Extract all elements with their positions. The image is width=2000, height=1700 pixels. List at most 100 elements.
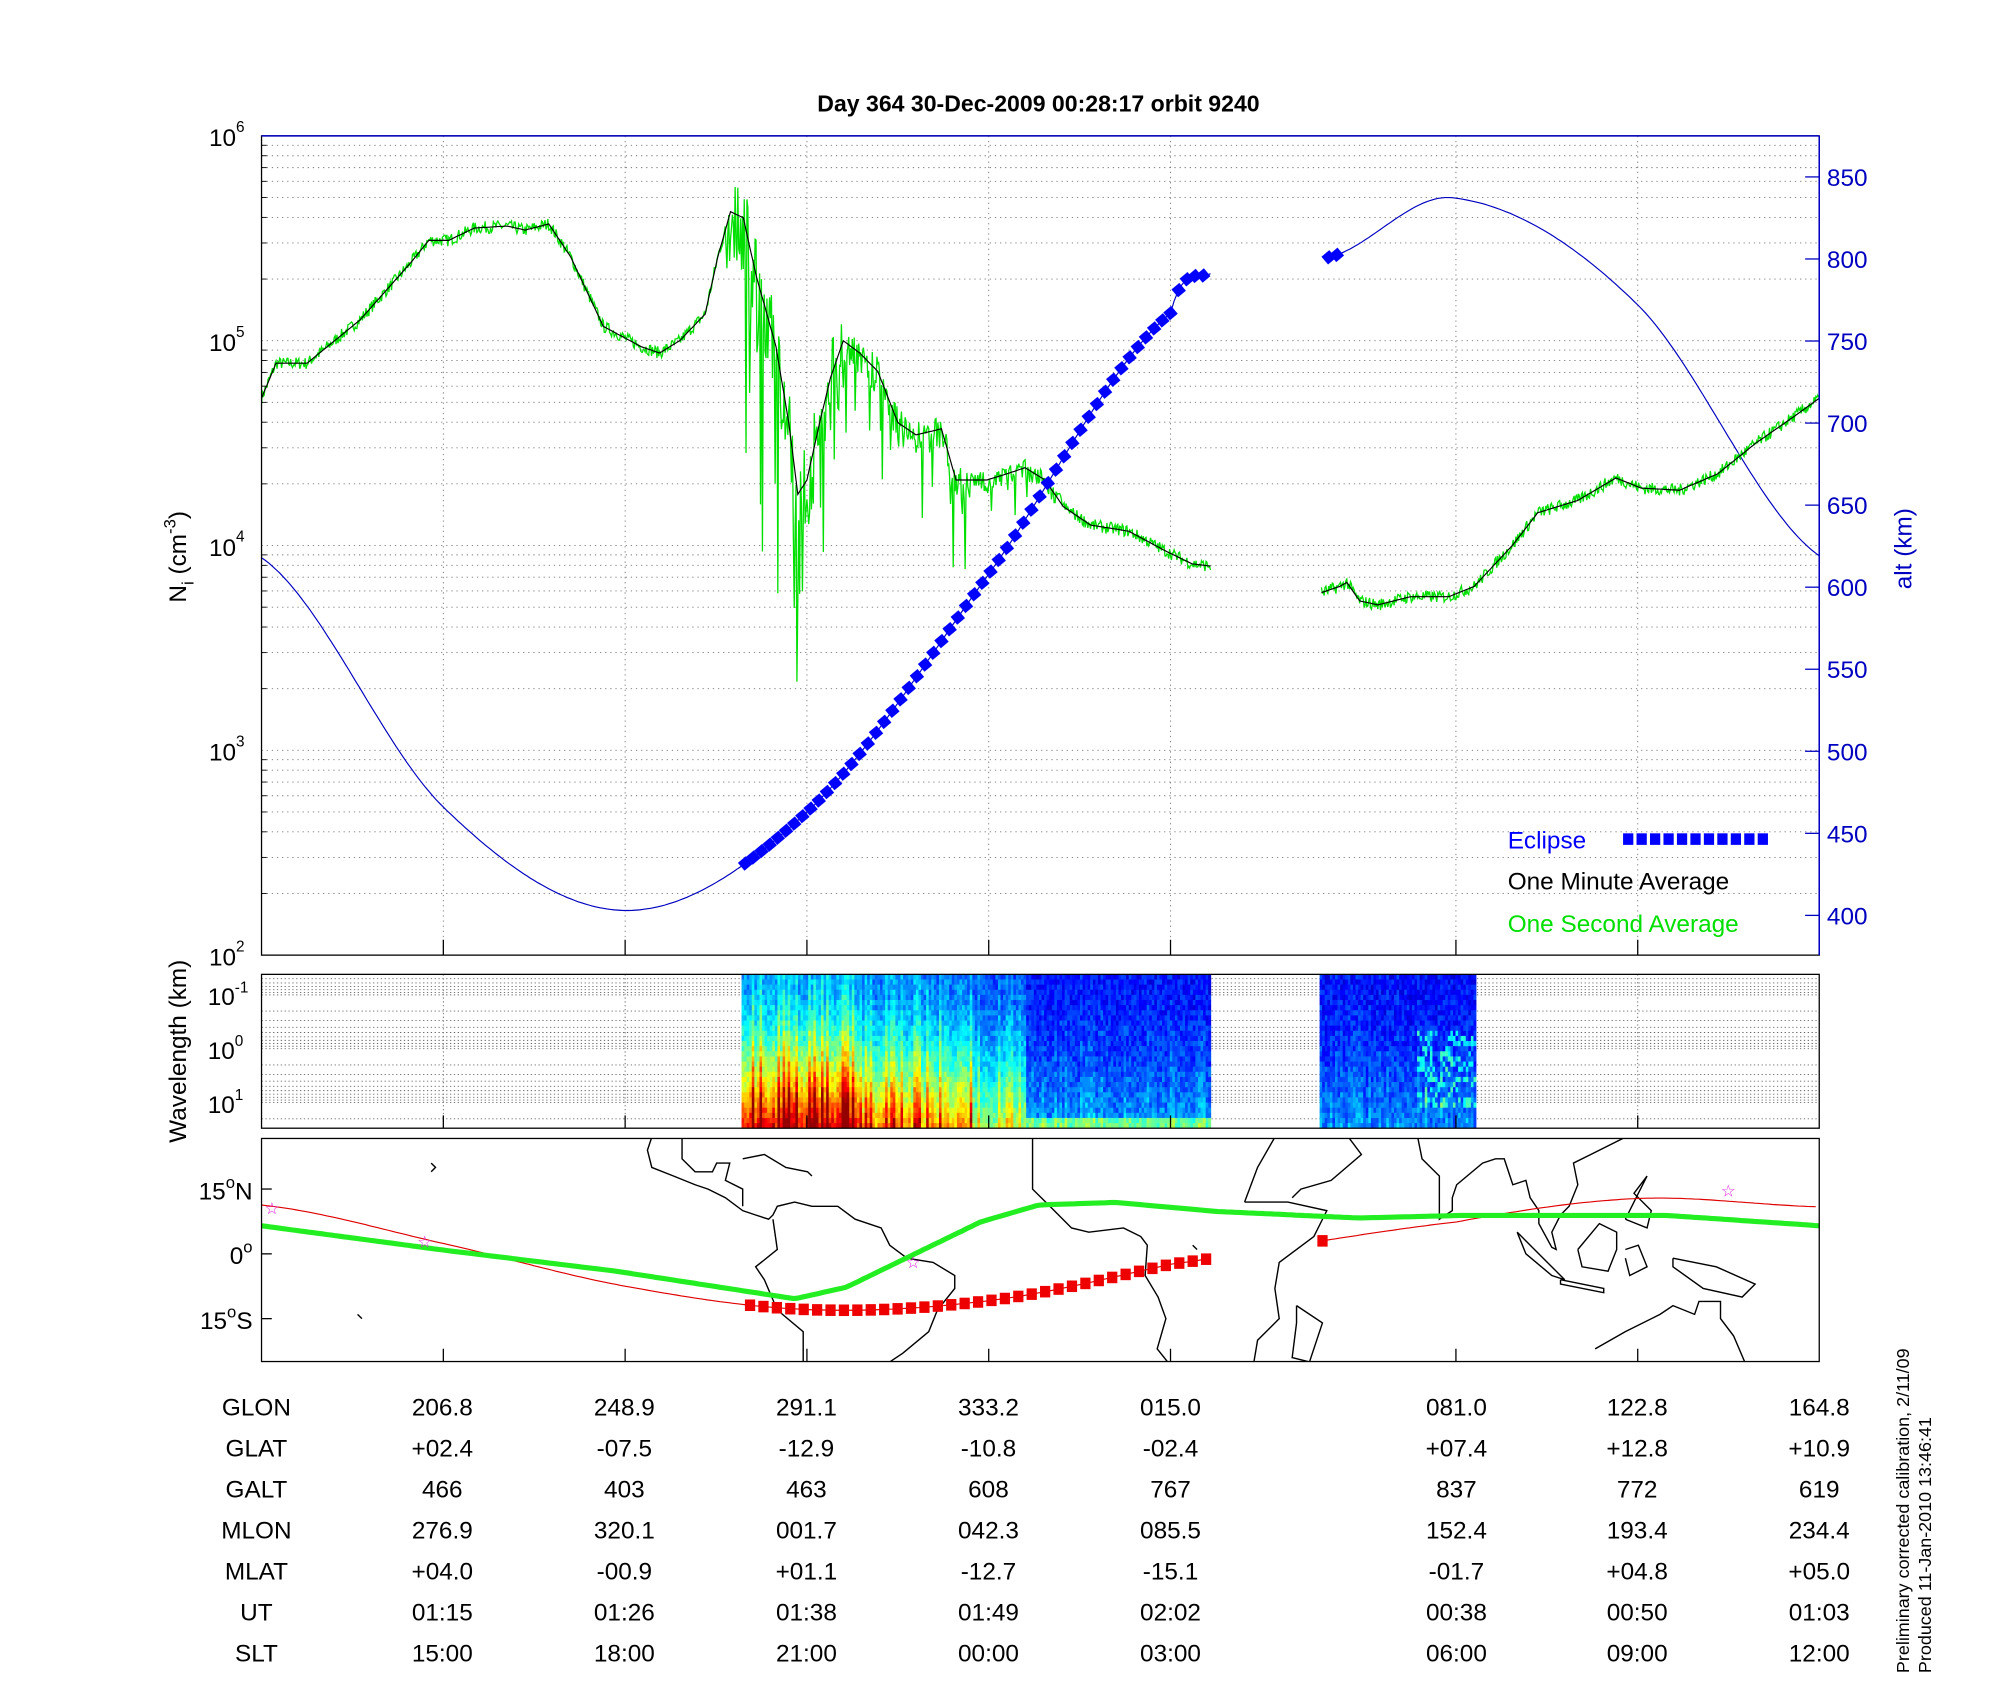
legend-eclipse-swatch: [1663, 833, 1674, 845]
spectrogram-cell: [790, 1071, 794, 1078]
spectrogram-cell: [974, 989, 978, 996]
spectrogram-cell: [995, 1005, 999, 1011]
spectrogram-cell: [1103, 1102, 1107, 1109]
spectrogram-cell: [1082, 1010, 1086, 1016]
spectrogram-cell: [849, 1046, 853, 1052]
spectrogram-cell: [923, 1015, 927, 1021]
spectrogram-cell: [1028, 974, 1032, 980]
spectrogram-cell: [767, 1005, 771, 1011]
spectrogram-cell: [926, 1123, 930, 1129]
spectrogram-cell: [851, 1076, 855, 1083]
spectrogram-cell: [744, 984, 748, 991]
spectrogram-cell: [836, 1123, 840, 1129]
spectrogram-cell: [933, 1041, 937, 1047]
spectrogram-cell: [1049, 1123, 1053, 1129]
spectrogram-cell: [882, 1102, 886, 1109]
spectrogram-cell: [1051, 1015, 1055, 1021]
spectrogram-cell: [908, 1102, 912, 1109]
spectrogram-cell: [997, 1117, 1001, 1124]
spectrogram-cell: [1146, 1051, 1150, 1057]
spectrogram-cell: [974, 974, 978, 980]
spectrogram-cell: [985, 974, 989, 980]
spectrogram-cell: [954, 1071, 958, 1078]
spectrogram-cell: [877, 1020, 881, 1027]
spectrogram-cell: [1054, 1061, 1058, 1068]
spectrogram-cell: [749, 984, 753, 991]
spectrogram-cell: [1036, 1066, 1040, 1073]
spectrogram-cell: [1059, 1000, 1063, 1006]
spectrogram-cell: [869, 1010, 873, 1016]
spectrogram-cell: [759, 1076, 763, 1083]
spectrogram-cell: [938, 1046, 942, 1052]
spectrogram-cell: [795, 1000, 799, 1006]
spectrogram-cell: [838, 989, 842, 996]
spectrogram-cell: [823, 1107, 827, 1114]
spectrogram-cell: [831, 979, 835, 985]
legend-eclipse-swatch: [1717, 833, 1728, 845]
spectrogram-cell: [944, 1082, 948, 1088]
spectrogram-cell: [797, 1092, 801, 1098]
spectrogram-cell: [864, 1035, 868, 1042]
spectrogram-cell: [1003, 994, 1007, 1001]
spectrogram-cell: [1036, 1035, 1040, 1042]
legend-label: One Minute Average: [1508, 869, 1730, 896]
spectrogram-cell: [910, 1102, 914, 1109]
spectrogram-cell: [985, 1030, 989, 1037]
spectrogram-cell: [1144, 1030, 1148, 1037]
spectrogram-cell: [918, 1010, 922, 1016]
spectrogram-cell: [880, 1041, 883, 1047]
spectrogram-cell: [977, 1010, 981, 1016]
spectrogram-cell: [1123, 1123, 1127, 1129]
spectrogram-cell: [772, 1005, 776, 1011]
spectrogram-cell: [1033, 1046, 1037, 1052]
spectrogram-cell: [741, 1082, 745, 1088]
spectrogram-cell: [944, 1087, 948, 1093]
spectrogram-cell: [867, 1107, 871, 1114]
spectrogram-cell: [1146, 974, 1150, 980]
spectrogram-cell: [1054, 1087, 1058, 1093]
spectrogram-cell: [1051, 974, 1055, 980]
spectrogram-cell: [944, 979, 948, 985]
spectrogram-cell: [808, 974, 812, 980]
spectrogram-cell: [828, 1051, 832, 1057]
spectrogram-cell: [1018, 1051, 1022, 1057]
spectrogram-cell: [921, 1015, 924, 1021]
spectrogram-cell: [805, 1030, 809, 1037]
spectrogram-cell: [831, 1056, 835, 1062]
spectrogram-cell: [795, 1041, 799, 1047]
spectrogram-cell: [874, 1102, 878, 1109]
spectrogram-cell: [823, 1051, 827, 1057]
spectrogram-cell: [1038, 1025, 1042, 1032]
spectrogram-cell: [862, 984, 865, 991]
spectrogram-cell: [864, 1117, 868, 1124]
spectrogram-cell: [841, 1046, 845, 1052]
spectrogram-cell: [1082, 1123, 1086, 1129]
spectrogram-cell: [944, 1015, 948, 1021]
spectrogram-cell: [874, 1076, 878, 1083]
spectrogram-cell: [777, 974, 781, 980]
spectrogram-cell: [751, 1097, 755, 1103]
spectrogram-cell: [749, 1041, 753, 1047]
spectrogram-cell: [1010, 1066, 1014, 1073]
spectrogram-cell: [1103, 1097, 1107, 1103]
spectrogram-cell: [885, 1005, 889, 1011]
spectrogram-cell: [744, 1020, 748, 1027]
spectrogram-cell: [826, 1051, 830, 1057]
spectrogram-cell: [1054, 1117, 1058, 1124]
spectrogram-cell: [836, 1041, 840, 1047]
spectrogram-cell: [759, 1107, 763, 1114]
spectrogram-cell: [913, 1020, 917, 1027]
spectrogram-cell: [982, 1112, 986, 1119]
spectrogram-cell: [1015, 1082, 1019, 1088]
spectrogram-cell: [828, 1046, 832, 1052]
spectrogram-cell: [821, 1082, 824, 1088]
spectrogram-cell: [1074, 1107, 1078, 1114]
spectrogram-cell: [918, 1092, 922, 1098]
spectrogram-cell: [1131, 1071, 1135, 1078]
spectrogram-cell: [1085, 1005, 1089, 1011]
spectrogram-cell: [880, 994, 883, 1001]
spectrogram-cell: [905, 1123, 909, 1129]
spectrogram-cell: [997, 1030, 1001, 1037]
spectrogram-cell: [764, 984, 768, 991]
spectrogram-cell: [1067, 1030, 1071, 1037]
